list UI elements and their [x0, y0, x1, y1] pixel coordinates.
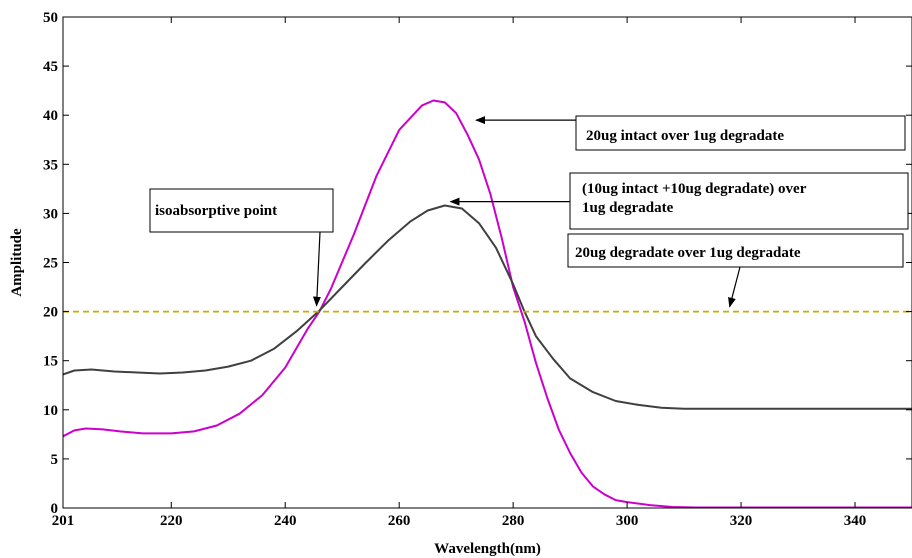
y-tick-label: 35 — [43, 157, 58, 173]
series-layer — [63, 101, 912, 508]
y-tick-label: 5 — [51, 452, 59, 468]
x-tick-label: 320 — [730, 513, 753, 529]
y-axis-title: Amplitude — [9, 228, 25, 297]
y-tick-label: 40 — [43, 108, 58, 124]
y-tick-label: 20 — [43, 305, 58, 321]
y-tick-label: 10 — [43, 403, 58, 419]
y-tick-label: 25 — [43, 256, 58, 272]
annotation-degradate: 20ug degradate over 1ug degradate — [568, 234, 903, 307]
annotation-arrow — [317, 232, 320, 306]
y-tick-label: 50 — [43, 10, 58, 26]
annotation-isoabsorptive: isoabsorptive point — [150, 189, 333, 306]
x-tick-label: 280 — [502, 513, 525, 529]
annotation-text: 1ug degradate — [582, 200, 674, 216]
annotation-text: (10ug intact +10ug degradate) over — [582, 181, 807, 197]
x-tick-label: 340 — [844, 513, 867, 529]
annotation-text: 20ug degradate over 1ug degradate — [575, 245, 801, 261]
x-tick-label: 260 — [388, 513, 411, 529]
series-line-1 — [63, 101, 912, 508]
annotation-layer: 20ug intact over 1ug degradate (10ug inta… — [150, 116, 908, 307]
x-tick-label: 220 — [160, 513, 183, 529]
x-tick-label: 300 — [616, 513, 639, 529]
annotation-text: isoabsorptive point — [155, 203, 277, 219]
annotation-text: 20ug intact over 1ug degradate — [586, 128, 784, 144]
y-tick-label: 45 — [43, 59, 58, 75]
annotation-intact: 20ug intact over 1ug degradate — [476, 116, 905, 150]
x-tick-label: 240 — [274, 513, 297, 529]
x-axis-title: Wavelength(nm) — [434, 541, 541, 557]
y-tick-label: 15 — [43, 354, 58, 370]
ticks-layer: 201 220 240 260 280 300 320 3400510152025303540… — [43, 10, 912, 529]
annotation-arrow — [730, 267, 740, 307]
annotation-mix: (10ug intact +10ug degradate) over 1ug de… — [450, 173, 908, 229]
y-tick-label: 30 — [43, 206, 58, 222]
y-tick-label: 0 — [51, 501, 59, 517]
